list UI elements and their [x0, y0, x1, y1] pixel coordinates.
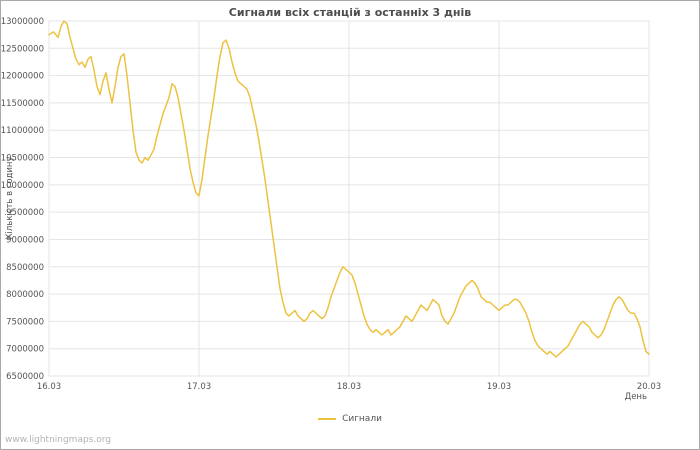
- legend: Сигнали: [1, 414, 699, 424]
- watermark-link[interactable]: www.lightningmaps.org: [5, 435, 111, 445]
- y-tick-label: 9500000: [6, 208, 44, 218]
- series-line: [48, 20, 650, 358]
- y-tick-label: 7500000: [6, 317, 44, 327]
- legend-label: Сигнали: [342, 414, 382, 424]
- x-tick-label: 18.03: [337, 382, 361, 392]
- y-tick-label: 7000000: [6, 345, 44, 355]
- y-tick-label: 10000000: [1, 181, 44, 191]
- y-tick-label: 12500000: [1, 44, 44, 54]
- x-tick-label: 16.03: [37, 382, 61, 392]
- y-tick-label: 13000000: [1, 17, 44, 27]
- y-axis-label: Кількість в годину: [5, 156, 15, 240]
- y-tick-label: 11500000: [1, 99, 44, 109]
- y-tick-label: 12000000: [1, 72, 44, 82]
- y-tick-label: 11000000: [1, 126, 44, 136]
- plot-area: 6500000 7000000 7500000 8000000 8500000 90000…: [1, 17, 661, 392]
- legend-line-swatch: [318, 418, 337, 420]
- x-tick-label: 20.03: [637, 382, 661, 392]
- x-tick-label: 17.03: [187, 382, 211, 392]
- x-tick-label: 19.03: [487, 382, 511, 392]
- x-axis-label: День: [624, 392, 647, 402]
- y-tick-label: 8000000: [6, 290, 44, 300]
- y-tick-label: 9000000: [6, 235, 44, 245]
- y-tick-label: 8500000: [6, 263, 44, 273]
- y-tick-label: 10500000: [1, 154, 44, 164]
- chart-title: Сигнали всіх станцій з останніх 3 днів: [228, 6, 472, 19]
- y-tick-label: 6500000: [6, 372, 44, 382]
